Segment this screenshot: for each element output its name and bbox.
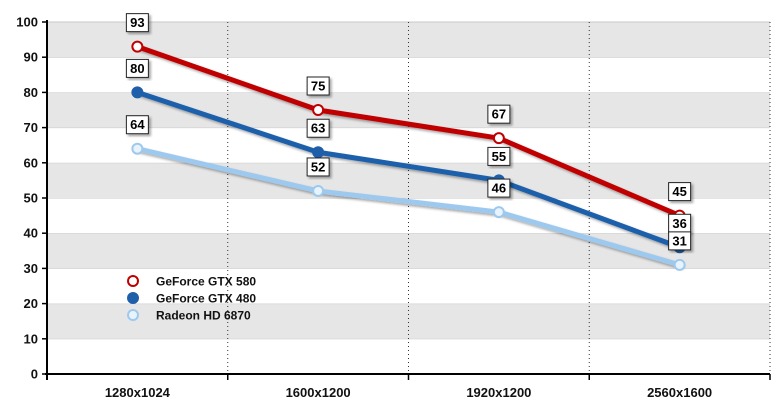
legend-item: Radeon HD 6870 bbox=[115, 309, 251, 323]
data-label-text: 75 bbox=[311, 79, 325, 94]
x-tick-label: 1920x1200 bbox=[466, 385, 531, 400]
data-label-text: 52 bbox=[311, 159, 325, 174]
data-label: 64 bbox=[125, 115, 149, 135]
data-label-box bbox=[668, 182, 692, 202]
grid-band bbox=[47, 22, 770, 58]
data-label: 93 bbox=[125, 13, 149, 33]
x-tick-label: 1280x1024 bbox=[105, 385, 171, 400]
legend-label: GeForce GTX 480 bbox=[156, 292, 256, 306]
y-tick-label: 90 bbox=[24, 50, 38, 65]
y-tick-label: 50 bbox=[24, 191, 38, 206]
y-axis: 0 10 20 30 40 50 60 70 80 90 100 bbox=[16, 15, 47, 382]
legend-item: GeForce GTX 580 bbox=[115, 275, 256, 289]
series-line bbox=[134, 89, 683, 250]
data-point bbox=[131, 86, 144, 99]
y-tick-label: 100 bbox=[16, 15, 38, 30]
data-label-text: 64 bbox=[130, 117, 145, 132]
data-point bbox=[131, 40, 144, 53]
vertical-gridlines bbox=[227, 22, 771, 374]
data-label: 36 bbox=[668, 213, 692, 233]
data-label-box bbox=[487, 178, 511, 198]
y-tick-label: 80 bbox=[24, 85, 38, 100]
data-label-text: 31 bbox=[672, 233, 686, 248]
y-tick-label: 10 bbox=[24, 331, 38, 346]
data-point bbox=[492, 132, 505, 145]
y-tick-label: 40 bbox=[24, 226, 38, 241]
data-label: 75 bbox=[306, 76, 330, 96]
data-point bbox=[312, 146, 325, 159]
data-label: 67 bbox=[487, 104, 511, 124]
data-label-box bbox=[125, 58, 149, 78]
series-line bbox=[134, 44, 683, 219]
data-label-text: 67 bbox=[492, 107, 506, 122]
data-labels: 93 75 67 45 80 63 55 36 64 52 46 31 bbox=[125, 13, 692, 251]
data-label: 45 bbox=[668, 182, 692, 202]
data-label-text: 46 bbox=[492, 181, 506, 196]
data-label: 80 bbox=[125, 58, 149, 78]
data-label-box bbox=[125, 115, 149, 135]
x-tick-label: 2560x1600 bbox=[647, 385, 712, 400]
y-tick-label: 60 bbox=[24, 155, 38, 170]
y-tick-label: 0 bbox=[31, 367, 38, 382]
data-label: 52 bbox=[306, 157, 330, 177]
data-label-text: 80 bbox=[130, 61, 144, 76]
data-point bbox=[312, 104, 325, 116]
legend: GeForce GTX 580 GeForce GTX 480 Radeon HD … bbox=[115, 275, 256, 323]
data-label-text: 36 bbox=[672, 216, 686, 231]
data-label-box bbox=[668, 231, 692, 251]
data-label-box bbox=[125, 13, 149, 33]
x-axis: 1280x1024 1600x1200 1920x1200 2560x1600 bbox=[46, 374, 771, 400]
data-label-box bbox=[306, 157, 330, 177]
axes bbox=[45, 20, 770, 380]
data-point bbox=[131, 142, 144, 155]
legend-marker bbox=[127, 275, 139, 287]
data-label-text: 55 bbox=[492, 149, 506, 164]
series-line bbox=[134, 146, 683, 268]
data-point bbox=[492, 206, 505, 219]
data-point bbox=[312, 184, 325, 197]
data-label-box bbox=[306, 118, 330, 138]
data-label: 46 bbox=[487, 178, 511, 198]
grid-band bbox=[47, 127, 770, 163]
y-tick-label: 70 bbox=[24, 120, 38, 135]
legend-label: GeForce GTX 580 bbox=[156, 275, 256, 289]
data-label-box bbox=[306, 76, 330, 96]
data-label-text: 45 bbox=[672, 184, 686, 199]
legend-marker bbox=[127, 309, 139, 321]
grid-band bbox=[47, 303, 770, 339]
y-tick-label: 30 bbox=[24, 261, 38, 276]
data-label-text: 63 bbox=[311, 121, 325, 136]
data-label-box bbox=[487, 104, 511, 124]
x-tick-label: 1600x1200 bbox=[286, 385, 351, 400]
legend-item: GeForce GTX 480 bbox=[115, 292, 256, 306]
data-label: 63 bbox=[306, 118, 330, 138]
legend-marker bbox=[127, 292, 139, 304]
legend-label: Radeon HD 6870 bbox=[156, 309, 251, 323]
data-label-text: 93 bbox=[130, 15, 144, 30]
grid-band bbox=[47, 338, 770, 374]
y-tick-label: 20 bbox=[24, 296, 38, 311]
data-label: 31 bbox=[668, 231, 692, 251]
data-label: 55 bbox=[487, 146, 511, 166]
data-label-box bbox=[487, 146, 511, 166]
data-point bbox=[673, 258, 686, 271]
